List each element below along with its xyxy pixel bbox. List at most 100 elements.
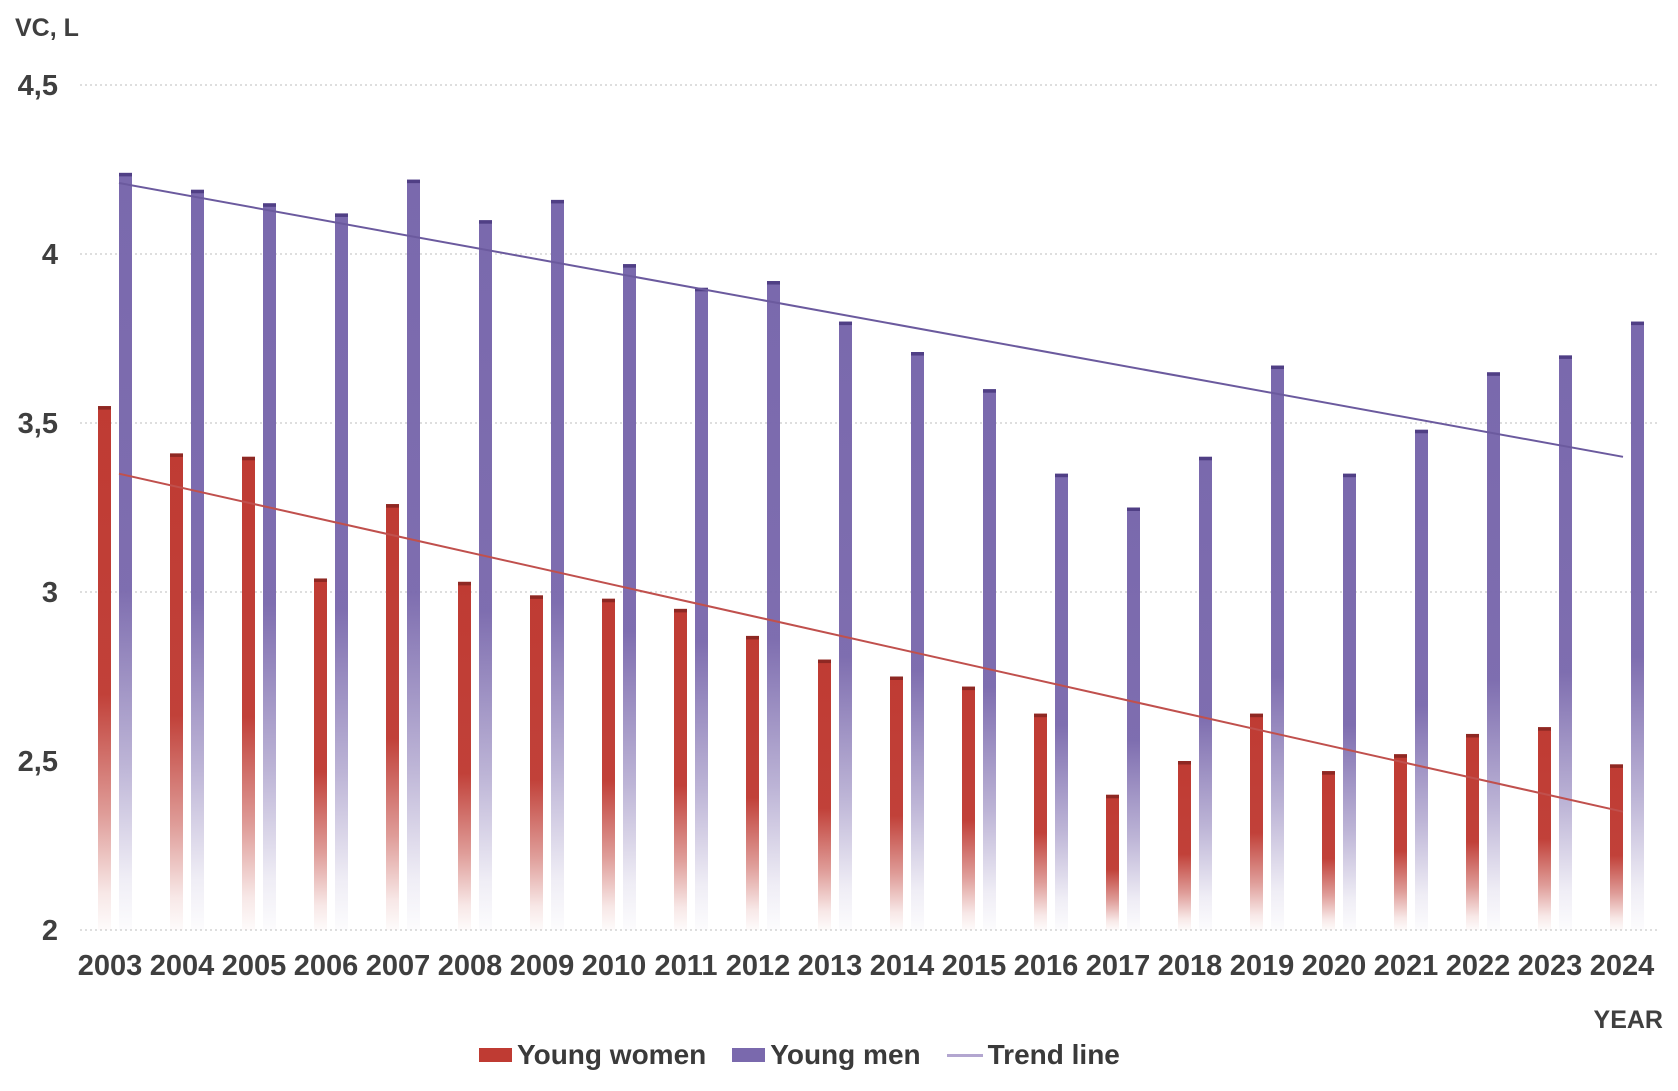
- bar-cap-young-women-2011: [674, 608, 687, 613]
- bar-cap-young-men-2003: [119, 172, 132, 177]
- bar-young-men-2015: [983, 389, 996, 930]
- legend-swatch-trend-line: [946, 1053, 983, 1057]
- bar-young-women-2006: [314, 578, 327, 930]
- bar-cap-young-women-2020: [1322, 771, 1335, 775]
- bar-cap-young-men-2020: [1343, 473, 1356, 478]
- bar-cap-young-men-2004: [191, 189, 204, 194]
- x-tick-label-2005: 2005: [222, 950, 287, 982]
- bar-young-men-2005: [263, 203, 276, 931]
- legend-label-trend-line: Trend line: [987, 1039, 1120, 1070]
- legend-item-young-women: Young women: [479, 1039, 706, 1071]
- bar-young-men-2003: [119, 172, 132, 930]
- y-tick-label-3-5: 3,5: [18, 408, 58, 440]
- bar-cap-young-women-2017: [1106, 794, 1119, 799]
- y-tick-label-3: 3: [42, 577, 58, 609]
- x-tick-label-2007: 2007: [366, 950, 431, 982]
- bar-cap-young-men-2014: [911, 352, 924, 356]
- bar-cap-young-men-2015: [983, 389, 996, 393]
- x-tick-label-2009: 2009: [510, 950, 575, 982]
- bar-cap-young-men-2006: [335, 213, 348, 217]
- bar-young-men-2012: [767, 281, 780, 930]
- bar-young-men-2024: [1631, 321, 1644, 931]
- y-tick-label-2-5: 2,5: [18, 746, 58, 778]
- bar-cap-young-women-2006: [314, 578, 327, 582]
- x-tick-label-2006: 2006: [294, 950, 359, 982]
- bar-cap-young-women-2009: [530, 595, 543, 599]
- bar-cap-young-men-2023: [1559, 355, 1572, 359]
- bar-cap-young-women-2012: [746, 635, 759, 640]
- y-tick-label-4-5: 4,5: [18, 70, 58, 102]
- legend-label-young-women: Young women: [517, 1039, 707, 1070]
- bar-cap-young-men-2022: [1487, 372, 1500, 376]
- bar-cap-young-men-2010: [623, 264, 636, 268]
- bar-cap-young-women-2003: [98, 406, 111, 410]
- bar-young-men-2004: [191, 189, 204, 930]
- bar-young-women-2019: [1250, 713, 1263, 930]
- bar-young-men-2022: [1487, 372, 1500, 930]
- bar-cap-young-women-2005: [242, 456, 255, 461]
- x-tick-label-2023: 2023: [1518, 950, 1583, 982]
- bar-young-men-2010: [623, 264, 636, 930]
- bar-cap-young-men-2005: [263, 203, 276, 207]
- bar-cap-young-men-2024: [1631, 321, 1644, 326]
- bar-cap-young-women-2010: [602, 598, 615, 603]
- x-tick-label-2022: 2022: [1446, 950, 1511, 982]
- bar-cap-young-men-2007: [407, 179, 420, 184]
- bar-young-women-2015: [962, 686, 975, 930]
- bar-young-men-2008: [479, 220, 492, 930]
- bar-cap-young-women-2021: [1394, 754, 1407, 758]
- bar-cap-young-women-2019: [1250, 713, 1263, 718]
- bar-cap-young-women-2008: [458, 581, 471, 586]
- bar-cap-young-men-2008: [479, 220, 492, 224]
- bar-young-women-2013: [818, 659, 831, 930]
- x-tick-label-2019: 2019: [1230, 950, 1295, 982]
- x-tick-label-2015: 2015: [942, 950, 1007, 982]
- bar-young-women-2014: [890, 676, 903, 930]
- bar-young-men-2014: [911, 352, 924, 930]
- x-tick-label-2008: 2008: [438, 950, 503, 982]
- x-tick-label-2004: 2004: [150, 950, 215, 982]
- bar-young-women-2020: [1322, 771, 1335, 930]
- bar-young-women-2024: [1610, 764, 1623, 930]
- bar-young-women-2012: [746, 635, 759, 930]
- bar-cap-young-women-2013: [818, 659, 831, 664]
- trendline-young-women-trend: [118, 472, 1624, 813]
- legend-swatch-young-women: [479, 1048, 512, 1062]
- legend: Young women Young men Trend line: [479, 1038, 1120, 1072]
- bar-cap-young-men-2013: [839, 321, 852, 326]
- bar-cap-young-women-2007: [386, 504, 399, 508]
- bar-young-women-2017: [1106, 794, 1119, 930]
- bar-young-women-2022: [1466, 733, 1479, 930]
- bar-cap-young-women-2018: [1178, 761, 1191, 765]
- bar-young-women-2016: [1034, 713, 1047, 930]
- bar-cap-young-men-2018: [1199, 456, 1212, 461]
- bar-cap-young-women-2023: [1538, 727, 1551, 731]
- bar-cap-young-men-2009: [551, 199, 564, 204]
- bar-young-men-2017: [1127, 507, 1140, 930]
- bar-young-men-2018: [1199, 456, 1212, 930]
- x-tick-label-2020: 2020: [1302, 950, 1367, 982]
- bar-young-men-2006: [335, 213, 348, 930]
- x-tick-label-2021: 2021: [1374, 950, 1439, 982]
- x-tick-label-2024: 2024: [1590, 950, 1655, 982]
- y-tick-label-2: 2: [42, 915, 58, 947]
- bar-cap-young-men-2021: [1415, 429, 1428, 434]
- y-tick-label-4: 4: [42, 239, 58, 271]
- bar-young-women-2005: [242, 456, 255, 930]
- bar-young-women-2011: [674, 608, 687, 930]
- x-tick-label-2010: 2010: [582, 950, 647, 982]
- bar-cap-young-men-2019: [1271, 365, 1284, 370]
- bar-young-women-2009: [530, 595, 543, 930]
- bar-young-men-2011: [695, 287, 708, 930]
- bar-young-men-2019: [1271, 365, 1284, 930]
- x-tick-label-2012: 2012: [726, 950, 791, 982]
- bar-cap-young-men-2017: [1127, 507, 1140, 511]
- bar-cap-young-men-2016: [1055, 473, 1068, 478]
- bar-young-men-2009: [551, 199, 564, 931]
- x-tick-label-2013: 2013: [798, 950, 863, 982]
- bar-cap-young-men-2012: [767, 281, 780, 285]
- bar-young-men-2016: [1055, 473, 1068, 930]
- legend-swatch-young-men: [732, 1048, 766, 1062]
